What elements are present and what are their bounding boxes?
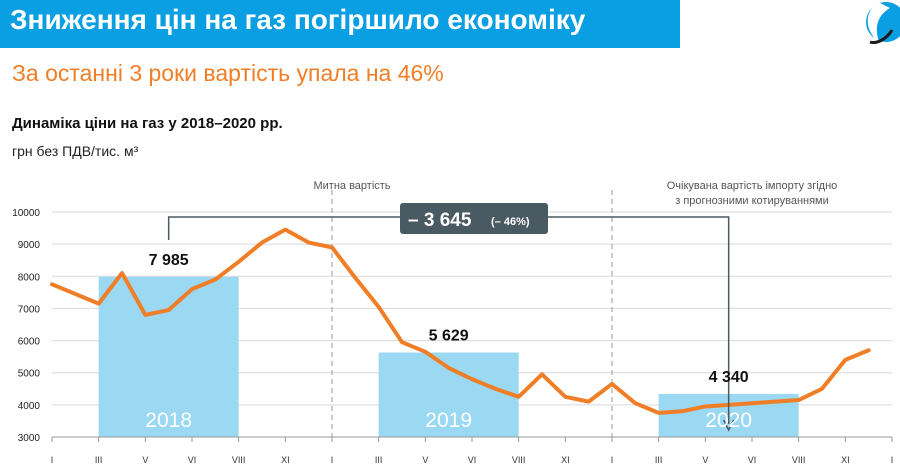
price-point <box>564 396 566 398</box>
price-line <box>50 227 871 415</box>
logo-icon <box>866 2 900 44</box>
delta-value: – 3 645 <box>408 210 472 231</box>
price-point <box>51 283 53 285</box>
bar-value-label: 7 985 <box>149 252 189 269</box>
price-point <box>191 288 193 290</box>
annotations: – 3 645 (– 46%) Митна вартість Очікувана ва… <box>167 180 838 432</box>
x-tick-label: XI <box>841 455 850 465</box>
price-point <box>121 272 123 274</box>
x-tick-label: VIII <box>792 455 806 465</box>
bar-year-label: 2019 <box>425 409 472 432</box>
chart-title: Динаміка ціни на газ у 2018–2020 рр. <box>12 115 283 132</box>
y-tick-label: 10000 <box>12 208 40 219</box>
price-point <box>494 388 496 390</box>
page-title: Зниження цін на газ погіршило економіку <box>10 4 586 35</box>
y-tick-label: 9000 <box>18 240 41 251</box>
price-point <box>751 402 753 404</box>
y-tick-label: 3000 <box>18 433 41 444</box>
y-tick-label: 8000 <box>18 272 41 283</box>
price-point <box>821 388 823 390</box>
price-point <box>634 402 636 404</box>
price-point <box>611 383 613 385</box>
x-tick-label: III <box>655 455 663 465</box>
x-tick-label: I <box>611 455 614 465</box>
forecast-note-line1: Очікувана вартість імпорту згідно <box>667 180 838 192</box>
bar-value-label: 4 340 <box>709 369 749 386</box>
subtitle: За останні 3 роки вартість упала на 46% <box>12 60 444 86</box>
price-point <box>401 341 403 343</box>
x-tick-label: III <box>95 455 103 465</box>
x-tick-label: VIII <box>232 455 246 465</box>
price-point <box>541 373 543 375</box>
price-point <box>238 261 240 263</box>
forecast-note-line2: з прогнозними котируваннями <box>675 195 829 207</box>
y-tick-label: 6000 <box>18 337 41 348</box>
y-tick-label: 4000 <box>18 401 41 412</box>
x-tick-label: V <box>422 455 428 465</box>
price-point <box>681 410 683 412</box>
bar-labels: 7 985 2018 5 629 2019 4 340 2020 <box>145 252 752 432</box>
delta-arrowhead <box>722 419 735 432</box>
x-tick-label: XI <box>561 455 570 465</box>
x-tick-label: III <box>375 455 383 465</box>
price-point <box>284 229 286 231</box>
price-point <box>844 359 846 361</box>
price-point <box>144 314 146 316</box>
price-point <box>354 277 356 279</box>
y-tick-label: 5000 <box>18 369 41 380</box>
price-point <box>868 349 870 351</box>
x-tick-label: I <box>891 455 894 465</box>
price-point <box>798 399 800 401</box>
x-tick-label: I <box>331 455 334 465</box>
bar-year-label: 2020 <box>705 409 752 432</box>
price-point <box>518 396 520 398</box>
bar-value-label: 5 629 <box>429 327 469 344</box>
x-tick-label: VI <box>748 455 757 465</box>
price-point <box>308 242 310 244</box>
delta-box <box>400 203 548 234</box>
price-point <box>98 303 100 305</box>
price-point <box>471 378 473 380</box>
x-tick-label: V <box>702 455 708 465</box>
price-point <box>704 405 706 407</box>
title-bar <box>0 0 680 48</box>
x-tick-label: VI <box>468 455 477 465</box>
x-tick-label: VI <box>188 455 197 465</box>
price-point <box>214 279 216 280</box>
x-tick-label: V <box>142 455 148 465</box>
price-point <box>658 412 660 414</box>
price-point <box>331 246 333 248</box>
price-point <box>774 401 776 403</box>
price-point <box>448 367 450 369</box>
price-point <box>588 401 590 403</box>
x-tick-label: VIII <box>512 455 526 465</box>
delta-percent: (– 46%) <box>491 216 530 228</box>
x-tick-label: XI <box>281 455 290 465</box>
chart-units: грн без ПДВ/тис. м³ <box>12 143 139 159</box>
x-tick-label: I <box>51 455 54 465</box>
price-point <box>168 309 170 311</box>
price-point <box>261 242 263 244</box>
bar-2018 <box>98 276 239 437</box>
price-point <box>378 306 380 308</box>
customs-note: Митна вартість <box>313 180 390 192</box>
y-tick-label: 7000 <box>18 304 41 315</box>
price-point <box>424 351 426 353</box>
bar-year-label: 2018 <box>145 409 192 432</box>
